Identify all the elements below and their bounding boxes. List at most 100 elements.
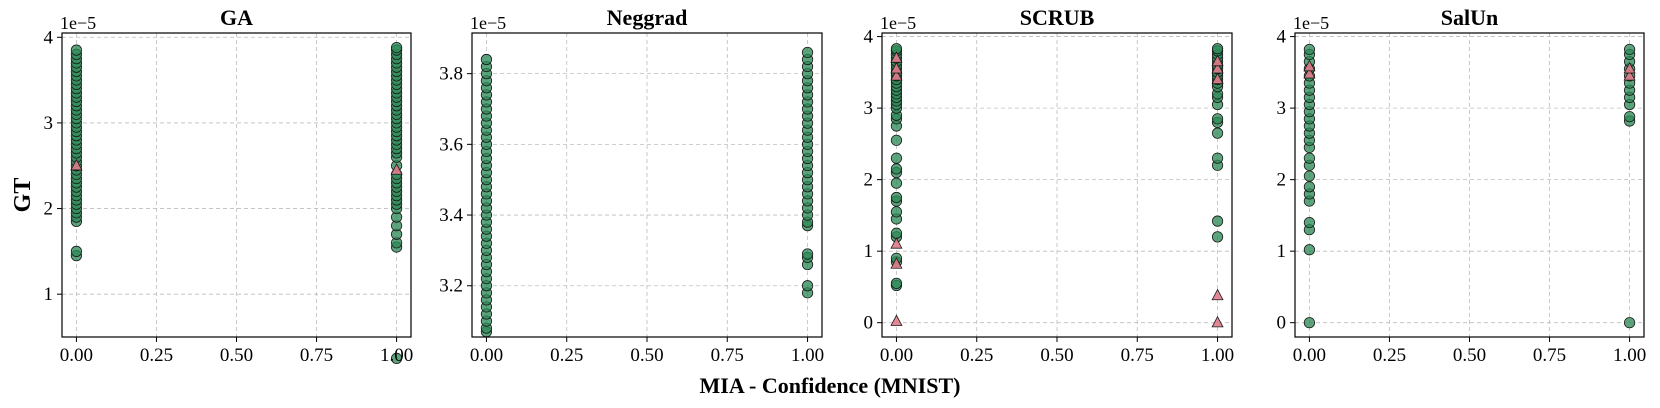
x-tick-label: 0.75 bbox=[1533, 345, 1566, 366]
panel-title: GA bbox=[220, 5, 253, 30]
y-tick-label: 1 bbox=[44, 284, 54, 305]
y-tick-label: 0 bbox=[1277, 313, 1287, 334]
y-tick-label: 4 bbox=[44, 27, 54, 48]
data-point-triangle bbox=[1211, 61, 1224, 74]
x-tick-label: 0.75 bbox=[711, 345, 744, 366]
y-tick-label: 3.2 bbox=[439, 276, 463, 297]
y-tick-label: 4 bbox=[864, 27, 874, 48]
data-point-circle bbox=[1211, 215, 1224, 227]
data-point-circle bbox=[70, 44, 83, 56]
y-tick-label: 1 bbox=[864, 241, 874, 262]
data-point-circle bbox=[1623, 111, 1636, 123]
data-point-circle bbox=[890, 227, 903, 239]
y-tick-label: 3.4 bbox=[439, 205, 463, 226]
data-point-triangle bbox=[890, 237, 903, 249]
data-point-triangle bbox=[890, 257, 903, 269]
data-point-circle bbox=[1211, 152, 1224, 164]
data-point-circle bbox=[1303, 317, 1316, 329]
data-point-circle bbox=[890, 134, 903, 146]
x-tick-label: 0.25 bbox=[550, 345, 583, 366]
data-point-triangle bbox=[390, 163, 403, 175]
data-point-circle bbox=[1303, 43, 1316, 56]
y-tick-label: 2 bbox=[1277, 170, 1287, 191]
data-point-circle bbox=[890, 191, 903, 204]
data-point-triangle bbox=[890, 314, 903, 326]
data-point-circle bbox=[801, 46, 814, 59]
data-point-circle bbox=[1623, 317, 1636, 329]
data-point-triangle bbox=[70, 158, 83, 171]
data-point-triangle bbox=[890, 61, 903, 74]
y-tick-label: 3.6 bbox=[439, 134, 463, 155]
panel-title: SCRUB bbox=[1020, 5, 1095, 30]
y-tick-label: 0 bbox=[864, 313, 874, 334]
data-point-circle bbox=[1211, 231, 1224, 243]
y-axis-label: GT bbox=[10, 178, 36, 213]
data-point-circle bbox=[1303, 181, 1316, 193]
x-tick-label: 0.25 bbox=[1373, 345, 1406, 366]
x-tick-label: 0.00 bbox=[880, 345, 913, 366]
data-point-circle bbox=[890, 177, 903, 189]
panel-salun: 0.00 0.25 0.50 0.75 1.00 0 1 2 3 4 1e−5 SalUn bbox=[1277, 5, 1647, 366]
x-tick-label: 0.50 bbox=[1453, 345, 1486, 366]
data-point-triangle bbox=[890, 51, 903, 63]
y-tick-label: 3.8 bbox=[439, 64, 463, 85]
panel-title: Neggrad bbox=[607, 5, 688, 30]
data-point-circle bbox=[390, 352, 403, 365]
data-point-circle bbox=[1303, 170, 1316, 182]
y-tick-label: 4 bbox=[1277, 27, 1287, 48]
data-point-circle bbox=[1303, 244, 1316, 256]
data-point-triangle bbox=[1211, 315, 1224, 328]
data-point-circle bbox=[890, 163, 903, 175]
y-tick-label: 1 bbox=[1277, 241, 1287, 262]
data-point-triangle bbox=[1211, 288, 1224, 301]
x-tick-label: 1.00 bbox=[791, 345, 824, 366]
panel-ga: 0.00 0.25 0.50 0.75 1.00 1 2 3 4 1e−5 GA bbox=[44, 5, 414, 366]
x-tick-label: 0.50 bbox=[1040, 345, 1073, 366]
data-point-triangle bbox=[890, 69, 903, 81]
x-tick-label: 0.50 bbox=[220, 345, 253, 366]
data-point-triangle bbox=[1303, 66, 1316, 79]
data-point-circle bbox=[70, 245, 83, 257]
y-tick-label: 3 bbox=[1277, 98, 1287, 119]
data-point-circle bbox=[890, 206, 903, 218]
data-point-circle bbox=[480, 53, 493, 66]
panel-title: SalUn bbox=[1441, 5, 1498, 30]
data-point-circle bbox=[1211, 43, 1224, 55]
data-point-triangle bbox=[1211, 54, 1224, 67]
data-point-circle bbox=[890, 152, 903, 164]
data-point-triangle bbox=[1211, 72, 1224, 85]
y-tick-label: 2 bbox=[44, 199, 54, 220]
data-point-circle bbox=[1303, 216, 1316, 229]
data-point-triangle bbox=[1623, 61, 1636, 74]
y-tick-label: 3 bbox=[864, 98, 874, 119]
data-point-circle bbox=[801, 280, 814, 292]
x-tick-label: 0.75 bbox=[300, 345, 333, 366]
data-point-triangle bbox=[1303, 59, 1316, 72]
x-tick-label: 1.00 bbox=[1613, 345, 1646, 366]
x-tick-label: 0.00 bbox=[1293, 345, 1326, 366]
data-point-circle bbox=[801, 248, 814, 260]
x-tick-label: 0.00 bbox=[470, 345, 503, 366]
data-point-circle bbox=[390, 41, 403, 54]
axis-offset-text: 1e−5 bbox=[60, 13, 96, 33]
x-tick-label: 0.00 bbox=[60, 345, 93, 366]
panel-scrub: 0.00 0.25 0.50 0.75 1.00 0 1 2 3 4 1e−5 SCRUB bbox=[864, 5, 1235, 366]
data-point-circle bbox=[1211, 127, 1224, 139]
x-axis-label: MIA - Confidence (MNIST) bbox=[700, 373, 961, 398]
axis-offset-text: 1e−5 bbox=[470, 13, 506, 33]
x-tick-label: 0.50 bbox=[630, 345, 663, 366]
data-point-circle bbox=[1211, 113, 1224, 125]
y-tick-label: 3 bbox=[44, 113, 54, 134]
x-tick-label: 0.25 bbox=[140, 345, 173, 366]
data-point-circle bbox=[890, 277, 903, 289]
axis-offset-text: 1e−5 bbox=[1293, 13, 1329, 33]
axis-offset-text: 1e−5 bbox=[880, 13, 916, 33]
y-tick-label: 2 bbox=[864, 170, 874, 191]
data-point-circle bbox=[1623, 43, 1636, 56]
data-point-circle bbox=[1303, 152, 1316, 164]
x-tick-label: 1.00 bbox=[1201, 345, 1234, 366]
panel-neggrad: 0.00 0.25 0.50 0.75 1.00 3.2 3.4 3.6 3.8 1e−5 Negg… bbox=[439, 5, 824, 366]
data-point-triangle bbox=[1623, 69, 1636, 81]
x-tick-label: 1.00 bbox=[380, 345, 413, 366]
